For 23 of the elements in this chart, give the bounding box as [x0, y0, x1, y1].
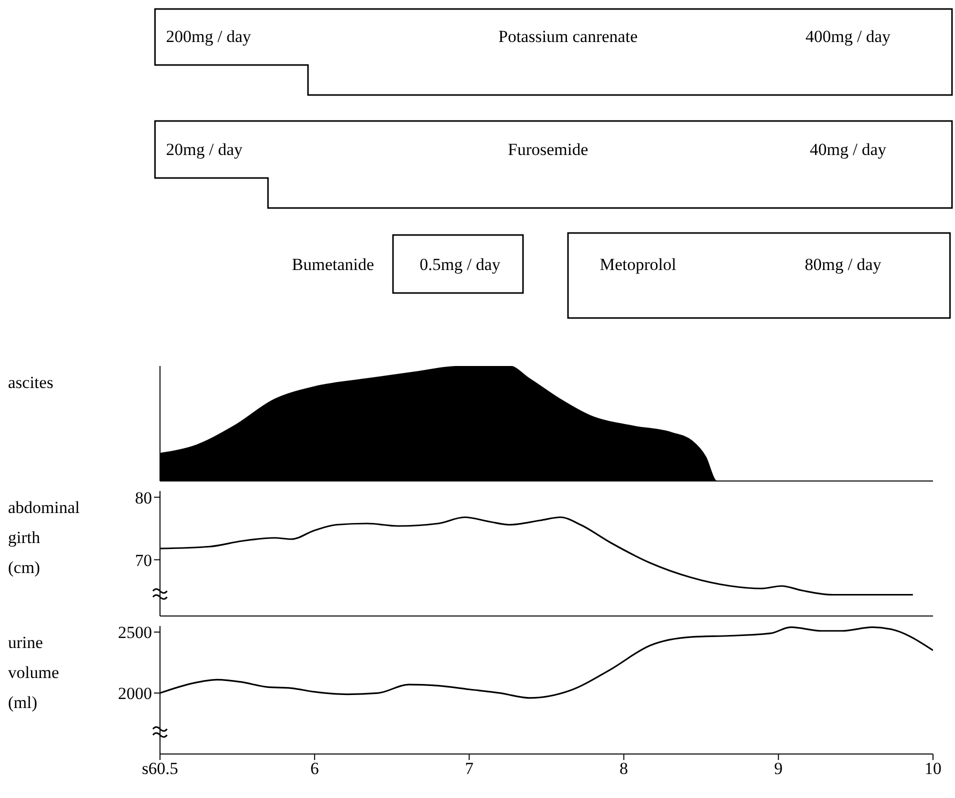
- text: Potassium canrenate: [498, 27, 638, 46]
- y-tick-label: 2000: [118, 684, 152, 704]
- x-tick-label: 8: [620, 759, 628, 778]
- y-axis-title: abdominal girth (cm): [8, 497, 80, 579]
- y-tick-label: 2500: [118, 623, 152, 642]
- text: Metoprolol: [600, 255, 677, 274]
- y-axis-title: urine volume (ml): [8, 632, 59, 714]
- x-tick-label: 9: [774, 759, 783, 778]
- text: 0.5mg / day: [420, 255, 501, 274]
- y-tick-label: 80: [135, 488, 152, 508]
- text: 400mg / day: [806, 27, 891, 46]
- text: 80mg / day: [804, 255, 882, 274]
- x-tick-label: 6: [310, 759, 319, 778]
- text: Bumetanide: [292, 255, 374, 274]
- text: 200mg / day: [166, 27, 252, 46]
- text: 20mg / day: [166, 140, 243, 159]
- text: Furosemide: [508, 140, 588, 159]
- x-tick-label: 7: [464, 759, 474, 778]
- text: 40mg / day: [810, 140, 887, 159]
- x-tick-label: s60.5: [142, 759, 178, 778]
- y-tick-label: 70: [135, 550, 152, 570]
- y-axis-title: ascites: [8, 372, 54, 394]
- x-tick-label: 10: [924, 759, 942, 778]
